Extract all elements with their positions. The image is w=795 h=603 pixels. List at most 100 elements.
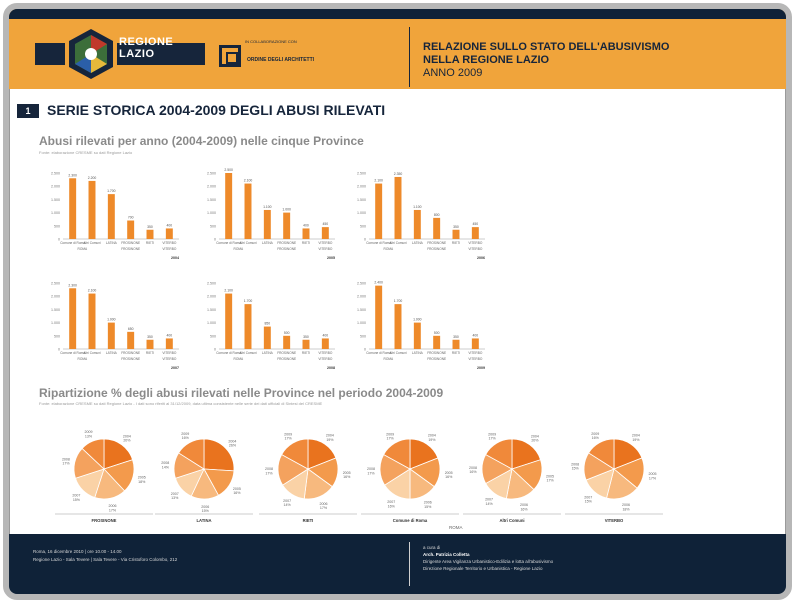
category-label: Altri Comuni: [239, 241, 257, 245]
bar-data-label: 2.200: [88, 176, 97, 180]
pie-category-label: 2004: [228, 439, 236, 443]
category-label: RIETI: [452, 241, 460, 245]
bar-chart-2005: 0 500 1.000 1.500 2.000 2.500 2.500 Comune di R…: [199, 167, 339, 275]
pie-category-label: 2008: [367, 467, 375, 471]
bar-rieti: [452, 229, 460, 239]
bar-data-label: 350: [147, 335, 153, 339]
category-label: Altri Comuni: [389, 351, 407, 355]
group-label: FROSINONE: [121, 247, 140, 251]
y-tick-label: 2.500: [357, 282, 366, 286]
pie-value-label: 15%: [73, 498, 81, 502]
bar-altri-comuni: [88, 293, 96, 349]
pie-category-label: 2009: [386, 432, 394, 436]
footer-date: Roma, 16 dicembre 2010 | ore 10.00 - 14.…: [33, 549, 122, 554]
category-label: LATINA: [412, 351, 424, 355]
pie-category-label: 2008: [265, 467, 273, 471]
pie-value-label: 18%: [622, 507, 630, 511]
group-label: ROMA: [384, 357, 394, 361]
category-label: Comune di Roma: [366, 241, 391, 245]
pie-category-label: 2009: [488, 432, 496, 436]
y-tick-label: 1.000: [207, 211, 216, 215]
bar-viterbo: [165, 228, 173, 239]
category-label: VITERBO: [318, 241, 333, 245]
y-tick-label: 1.000: [51, 211, 60, 215]
bar-data-label: 2.100: [224, 289, 233, 293]
category-label: Comune di Roma: [216, 241, 241, 245]
pie-category-label: 2004: [123, 434, 131, 438]
pie-value-label: 19%: [326, 438, 334, 442]
y-tick-label: 500: [210, 334, 216, 338]
pie-category-label: 2005: [445, 471, 453, 475]
y-tick-label: 2.000: [357, 185, 366, 189]
bar-altri-comuni: [394, 176, 402, 239]
group-label: ROMA: [384, 247, 394, 251]
category-label: LATINA: [106, 241, 118, 245]
partner-logo-name: ORDINE DEGLI ARCHITETTI: [247, 57, 315, 63]
y-tick-label: 1.000: [51, 321, 60, 325]
bar-frosinone: [433, 217, 441, 239]
bar-frosinone: [127, 220, 135, 239]
category-label: VITERBO: [468, 351, 483, 355]
slide-frame: REGIONE LAZIO IN COLLABORAZIONE CON ORDI…: [3, 3, 792, 600]
bar-data-label: 450: [472, 222, 478, 226]
bar-data-label: 800: [434, 213, 440, 217]
pie-value-label: 13%: [171, 496, 179, 500]
y-tick-label: 2.000: [51, 295, 60, 299]
chart-year-label: 2006: [477, 256, 485, 260]
y-tick-label: 2.000: [207, 185, 216, 189]
chart-year-label: 2009: [477, 366, 485, 370]
y-tick-label: 1.000: [207, 321, 216, 325]
y-tick-label: 2.000: [207, 295, 216, 299]
bar-data-label: 350: [303, 335, 309, 339]
footer-venue: Regione Lazio - Sala Tevere | Sala Tever…: [33, 557, 178, 562]
footer-band: Roma, 16 dicembre 2010 | ore 10.00 - 14.…: [9, 534, 786, 594]
y-tick-label: 1.500: [357, 198, 366, 202]
y-tick-label: 500: [54, 334, 60, 338]
bar-data-label: 1.100: [263, 205, 272, 209]
category-label: Altri Comuni: [83, 351, 101, 355]
category-label: FROSINONE: [427, 241, 446, 245]
pie-slice-2009: [588, 438, 615, 470]
bar-data-label: 2.100: [88, 289, 97, 293]
pie-value-label: 16%: [592, 436, 600, 440]
pie-value-label: 17%: [62, 462, 70, 466]
y-tick-label: 2.500: [207, 172, 216, 176]
pie-slice-2004: [203, 438, 235, 472]
header-divider: [409, 27, 410, 87]
y-tick-label: 0: [214, 348, 216, 352]
pie-chart-latina: 2004 26% 2005 16% 2006 15% 2007 13% 2008 14% 2009 1…: [149, 421, 259, 529]
group-label: VITERBO: [162, 357, 177, 361]
bar-comune-di-roma: [225, 173, 233, 239]
pie-slice-2009: [383, 438, 411, 470]
y-tick-label: 2.500: [207, 282, 216, 286]
pie-category-label: 2009: [85, 430, 93, 434]
category-label: RIETI: [302, 241, 310, 245]
bar-data-label: 1.000: [282, 208, 291, 212]
pie-category-label: 2008: [469, 466, 477, 470]
bar-latina: [413, 209, 421, 239]
logo-text-line2: LAZIO: [119, 48, 155, 60]
pie-category-label: 2005: [138, 476, 146, 480]
bar-data-label: 500: [284, 331, 290, 335]
category-label: Comune di Roma: [60, 351, 85, 355]
y-tick-label: 500: [360, 334, 366, 338]
pie-value-label: 17%: [367, 471, 375, 475]
y-tick-label: 500: [54, 224, 60, 228]
y-tick-label: 2.500: [357, 172, 366, 176]
bar-data-label: 400: [322, 333, 328, 337]
bar-altri-comuni: [88, 180, 96, 239]
pie-category-label: 2005: [343, 471, 351, 475]
pie-slice-2009: [281, 438, 309, 470]
bar-data-label: 1.000: [107, 318, 116, 322]
pie-value-label: 19%: [428, 438, 436, 442]
bar-data-label: 2.100: [244, 179, 253, 183]
bar-comune-di-roma: [375, 285, 383, 349]
category-label: RIETI: [302, 351, 310, 355]
bar-charts-subtitle: Abusi rilevati per anno (2004-2009) nell…: [39, 134, 364, 148]
y-tick-label: 1.000: [357, 321, 366, 325]
pie-charts-subtitle: Ripartizione % degli abusi rilevati nell…: [39, 386, 444, 400]
bar-comune-di-roma: [69, 178, 77, 239]
pie-value-label: 16%: [388, 504, 396, 508]
bar-viterbo: [471, 338, 479, 349]
pie-value-label: 26%: [229, 444, 237, 448]
